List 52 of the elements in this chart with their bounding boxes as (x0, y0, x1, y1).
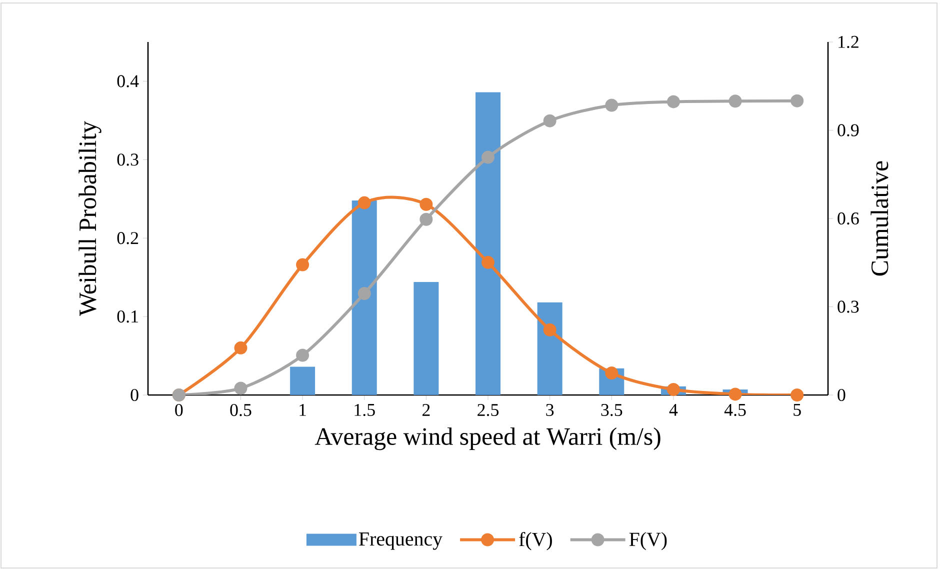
bar (414, 282, 439, 395)
y-axis-title: Weibull Probability (78, 121, 102, 316)
point (728, 94, 742, 108)
x-tick-label: 3 (546, 404, 554, 416)
x-tick-label: 2.5 (478, 404, 499, 416)
x-tick-label: 4 (669, 404, 678, 416)
legend-label: F(V) (629, 532, 667, 550)
y-tick-label: 0.3 (117, 154, 138, 166)
y-tick-label: 0.4 (117, 75, 139, 88)
point (296, 348, 310, 362)
point (666, 383, 680, 396)
y-tick-label: 0 (130, 388, 138, 402)
y2-tick-label: 0 (838, 388, 846, 402)
point (234, 341, 248, 354)
point (728, 388, 742, 401)
point (296, 258, 310, 272)
point (358, 196, 371, 210)
point (234, 382, 248, 395)
y2-tick-label: 0.9 (838, 124, 859, 136)
legend-label: f(V) (519, 532, 552, 550)
point (420, 212, 433, 226)
y2-tick-label: 0.6 (838, 212, 859, 225)
bar (352, 200, 377, 395)
point (605, 366, 618, 380)
y-tick-label: 0.1 (117, 310, 138, 323)
x-tick-label: 5 (794, 404, 801, 416)
point (666, 95, 680, 108)
point (358, 287, 371, 300)
point (482, 256, 495, 269)
bar (290, 366, 316, 395)
x-tick-label: 0.5 (230, 404, 252, 416)
point (605, 98, 618, 112)
x-tick-label: 1 (300, 404, 306, 416)
x-tick-label: 4.5 (724, 404, 746, 416)
legend-label: Frequency (359, 532, 442, 550)
x-tick-label: 3.5 (601, 404, 622, 416)
point (543, 323, 556, 336)
point (790, 94, 804, 108)
point (482, 150, 495, 164)
y2-axis-title: Cumulative (870, 161, 888, 276)
point (790, 388, 804, 402)
y2-tick-label: 1.2 (838, 36, 858, 48)
y-tick-label: 0.2 (117, 232, 138, 244)
x-tick-label: 1.5 (354, 404, 375, 416)
x-tick-label: 0 (175, 404, 183, 416)
x-tick-label: 2 (422, 404, 430, 416)
point (420, 198, 433, 211)
y2-tick-label: 0.3 (838, 300, 859, 313)
bar (537, 302, 562, 395)
bar (476, 92, 501, 395)
x-axis-title: Average wind speed at Warri (m/s) (314, 427, 660, 450)
point (543, 114, 556, 128)
